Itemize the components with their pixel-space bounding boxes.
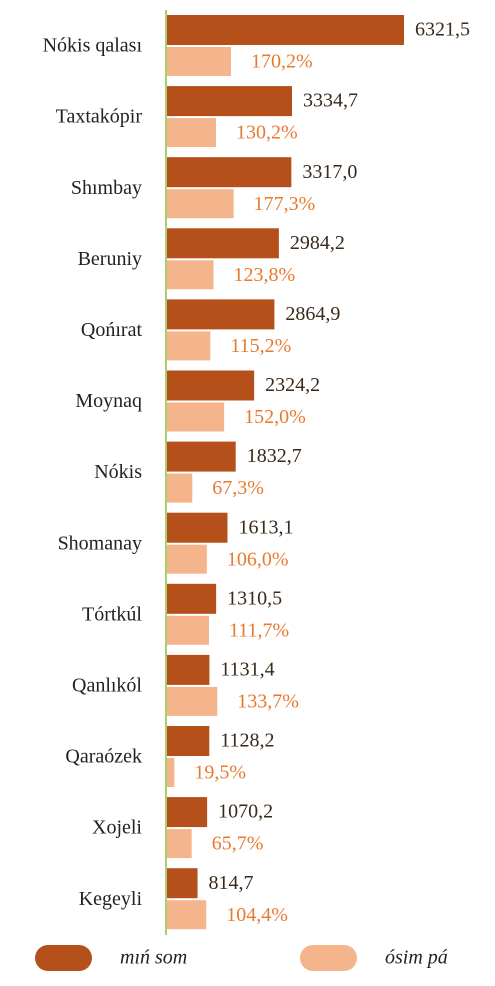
bar: [167, 299, 275, 330]
bar: [167, 686, 218, 716]
category-label: Xojeli: [92, 817, 142, 839]
category-label: Moynaq: [75, 390, 142, 412]
value-label: 3317,0: [302, 161, 357, 183]
value-label: 1613,1: [238, 516, 293, 538]
bar: [167, 512, 228, 543]
bar: [167, 900, 207, 930]
bar: [167, 118, 216, 148]
bar: [167, 829, 192, 859]
value-label: 152,0%: [244, 406, 306, 428]
bar: [167, 615, 209, 645]
value-label: 104,4%: [226, 904, 288, 926]
bar: [167, 15, 404, 45]
bar: [167, 654, 210, 685]
value-label: 814,7: [209, 872, 254, 894]
bar: [167, 583, 217, 614]
bar: [167, 473, 193, 503]
bar: [167, 189, 234, 219]
bar: [167, 544, 207, 574]
value-label: 2864,9: [285, 303, 340, 325]
value-label: 111,7%: [229, 619, 289, 641]
category-label: Beruniy: [78, 248, 142, 270]
category-label: Nókis: [94, 461, 142, 483]
legend-swatch: [300, 945, 357, 971]
value-label: 6321,5: [415, 19, 470, 41]
value-label: 106,0%: [227, 548, 289, 570]
bar: [167, 402, 225, 432]
bar: [167, 441, 236, 472]
value-label: 65,7%: [212, 833, 264, 855]
value-label: 170,2%: [251, 51, 313, 73]
category-label: Tórtkúl: [82, 603, 142, 625]
category-label: Shımbay: [71, 177, 142, 199]
value-label: 1128,2: [220, 730, 274, 752]
bar: [167, 47, 231, 76]
bar: [167, 157, 292, 188]
value-label: 2984,2: [290, 232, 345, 254]
value-label: 123,8%: [234, 264, 296, 286]
legend-label: mıń som: [120, 947, 187, 969]
value-label: 133,7%: [237, 690, 299, 712]
category-label: Taxtakópir: [56, 106, 143, 128]
value-label: 1310,5: [227, 587, 282, 609]
value-label: 1070,2: [218, 801, 273, 823]
legend-swatch: [35, 945, 92, 971]
bar: [167, 868, 198, 899]
value-label: 115,2%: [230, 335, 291, 357]
value-label: 3334,7: [303, 90, 358, 112]
value-label: 1131,4: [220, 658, 274, 680]
value-label: 19,5%: [194, 762, 246, 784]
value-label: 130,2%: [236, 122, 298, 144]
bar: [167, 260, 214, 290]
bar: [167, 86, 293, 117]
bar: [167, 797, 208, 828]
bar: [167, 331, 211, 361]
category-label: Qanlıkól: [72, 674, 142, 696]
bar: [167, 726, 210, 756]
bar: [167, 228, 279, 259]
category-label: Qońırat: [81, 319, 143, 341]
value-label: 177,3%: [254, 193, 316, 215]
category-label: Nókis qalası: [43, 35, 143, 57]
category-label: Kegeyli: [79, 888, 143, 910]
value-label: 1832,7: [247, 445, 302, 467]
value-label: 2324,2: [265, 374, 320, 396]
category-label: Qaraózek: [65, 746, 142, 768]
legend-label: ósim pá: [385, 947, 448, 969]
bar: [167, 370, 255, 401]
category-label: Shomanay: [58, 532, 142, 554]
bar: [167, 758, 175, 787]
value-label: 67,3%: [212, 477, 264, 499]
